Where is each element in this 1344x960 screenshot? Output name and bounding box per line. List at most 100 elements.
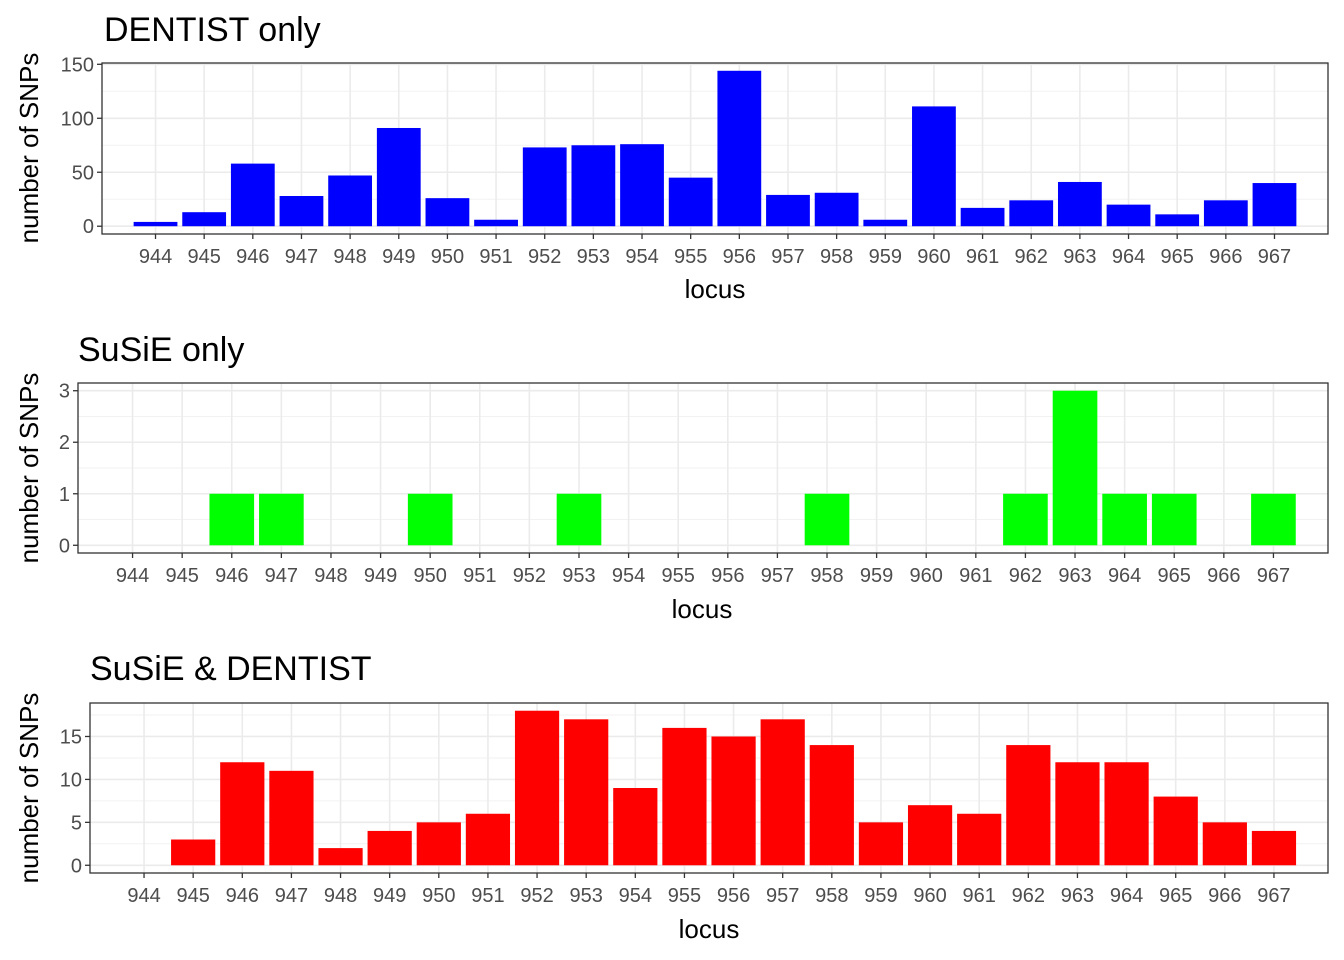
x-tick-label: 945 <box>176 885 209 907</box>
x-tick-label: 960 <box>913 885 946 907</box>
x-tick-label: 947 <box>265 565 298 587</box>
x-tick-label: 953 <box>569 885 602 907</box>
bar <box>711 736 756 866</box>
x-tick-label: 956 <box>711 565 744 587</box>
x-tick-label: 954 <box>625 246 658 268</box>
x-tick-label: 965 <box>1159 885 1192 907</box>
bar <box>1102 493 1147 546</box>
x-tick-label: 946 <box>226 885 259 907</box>
x-tick-label: 950 <box>431 246 464 268</box>
x-tick-label: 967 <box>1257 565 1290 587</box>
x-tick-label: 959 <box>869 246 902 268</box>
bar <box>1251 830 1297 866</box>
x-tick-label: 957 <box>766 885 799 907</box>
x-tick-label: 961 <box>966 246 999 268</box>
bar <box>407 493 453 546</box>
x-tick-label: 958 <box>820 246 853 268</box>
panel-susie-and-dentist: SuSiE & DENTIST locus number of SNPs 0 5 1… <box>14 650 1329 944</box>
x-tick-label: 967 <box>1258 246 1291 268</box>
x-tick-label: 949 <box>382 246 415 268</box>
panel-dentist-only: DENTIST only locus number of SNPs 0 50 100… <box>14 11 1329 304</box>
x-tick-label: 951 <box>471 885 504 907</box>
bar <box>1252 183 1297 227</box>
bar <box>133 221 178 227</box>
y-tick-label: 15 <box>60 726 82 748</box>
y-axis-label: number of SNPs <box>14 53 44 244</box>
x-tick-label: 944 <box>139 246 172 268</box>
x-tick-label: 955 <box>668 885 701 907</box>
panel-title: DENTIST only <box>104 11 321 49</box>
x-tick-label: 951 <box>479 246 512 268</box>
bar <box>858 822 904 866</box>
x-tick-label: 959 <box>860 565 893 587</box>
y-tick-label: 100 <box>61 108 94 130</box>
bar <box>1106 204 1151 227</box>
bar <box>804 493 850 546</box>
x-tick-label: 957 <box>771 246 804 268</box>
x-tick-label: 965 <box>1160 246 1193 268</box>
x-tick-label: 958 <box>810 565 843 587</box>
panel-border <box>101 62 1329 235</box>
y-tick-label: 0 <box>71 855 82 877</box>
x-tick-label: 948 <box>314 565 347 587</box>
bar <box>571 145 616 227</box>
bar <box>957 813 1002 866</box>
x-tick-label: 953 <box>562 565 595 587</box>
bar <box>1155 214 1200 227</box>
bar <box>863 219 908 227</box>
bar <box>465 813 511 866</box>
bar <box>416 822 461 866</box>
bar <box>809 745 854 866</box>
x-tick-label: 962 <box>1009 565 1042 587</box>
y-axis-label: number of SNPs <box>14 693 44 884</box>
y-tick-label: 150 <box>61 54 94 76</box>
bar <box>209 493 255 546</box>
x-tick-label: 966 <box>1208 885 1241 907</box>
x-tick-label: 944 <box>127 885 160 907</box>
bar <box>1057 181 1102 227</box>
bar <box>912 106 956 227</box>
bar <box>760 719 805 866</box>
panel-title: SuSiE only <box>78 331 244 369</box>
bar <box>182 212 227 227</box>
y-tick-label: 0 <box>59 535 70 557</box>
bar <box>1003 493 1048 546</box>
y-tick-label: 0 <box>83 216 94 238</box>
bar <box>522 147 567 227</box>
bar <box>668 177 713 227</box>
x-tick-label: 949 <box>373 885 406 907</box>
y-axis-label: number of SNPs <box>14 373 44 564</box>
y-tick-label: 2 <box>59 432 70 454</box>
x-tick-label: 953 <box>577 246 610 268</box>
bar <box>230 163 275 227</box>
x-axis-label: locus <box>685 274 746 304</box>
x-tick-label: 966 <box>1209 246 1242 268</box>
bar <box>717 70 762 227</box>
y-tick-label: 1 <box>59 484 70 506</box>
x-tick-label: 963 <box>1061 885 1094 907</box>
bar <box>556 493 602 546</box>
y-tick-label: 5 <box>71 812 82 834</box>
panel-title: SuSiE & DENTIST <box>90 650 372 688</box>
bar <box>171 839 216 866</box>
y-tick-label: 50 <box>72 162 94 184</box>
x-tick-label: 954 <box>612 565 645 587</box>
x-tick-label: 967 <box>1257 885 1290 907</box>
bar <box>1153 796 1198 866</box>
bar <box>814 192 859 227</box>
panel-susie-only: SuSiE only locus number of SNPs 0 1 2 3 944 9… <box>14 331 1329 624</box>
x-tick-label: 960 <box>910 565 943 587</box>
x-tick-label: 962 <box>1015 246 1048 268</box>
bar <box>907 805 953 866</box>
bar <box>564 719 609 866</box>
x-tick-label: 946 <box>215 565 248 587</box>
y-tick-label: 3 <box>59 381 70 403</box>
bar <box>1203 200 1248 227</box>
x-tick-label: 950 <box>422 885 455 907</box>
bar <box>1052 390 1098 546</box>
panel-border <box>89 702 1329 874</box>
bar <box>1251 493 1296 546</box>
bar <box>376 127 421 227</box>
x-tick-label: 963 <box>1058 565 1091 587</box>
